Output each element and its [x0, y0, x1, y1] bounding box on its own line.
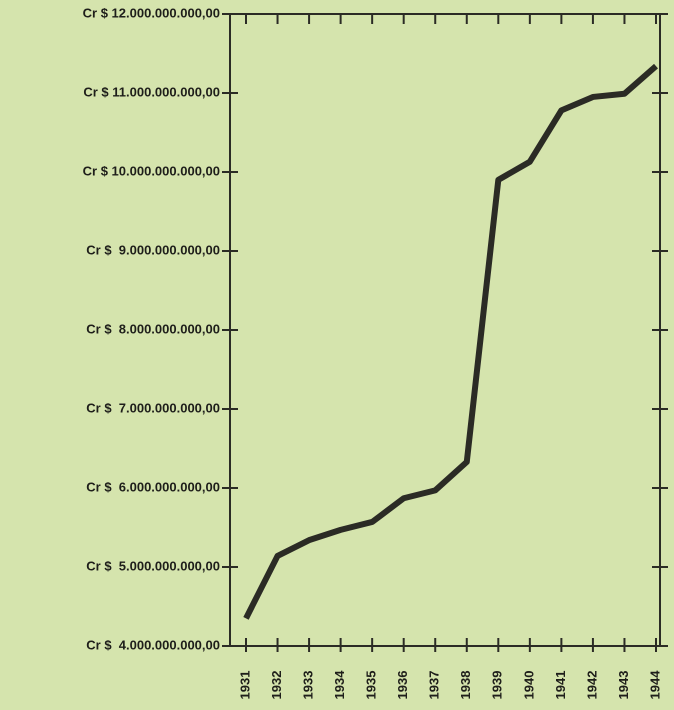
- x-tick-label: 1938: [458, 671, 473, 700]
- y-tick-label: Cr $ 5.000.000.000,00: [86, 558, 220, 573]
- y-tick-label: Cr $ 4.000.000.000,00: [86, 637, 220, 652]
- x-tick-label: 1936: [395, 671, 410, 700]
- x-tick-label: 1940: [521, 671, 536, 700]
- y-tick-label: Cr $ 8.000.000.000,00: [86, 321, 220, 336]
- x-tick-label: 1935: [364, 671, 379, 700]
- x-tick-label: 1933: [301, 671, 316, 700]
- x-tick-label: 1932: [269, 671, 284, 700]
- y-tick-label: Cr $ 6.000.000.000,00: [86, 479, 220, 494]
- x-tick-label: 1942: [584, 671, 599, 700]
- y-tick-label: Cr $ 7.000.000.000,00: [86, 400, 220, 415]
- x-tick-label: 1939: [490, 671, 505, 700]
- y-tick-label: Cr $ 12.000.000.000,00: [83, 5, 220, 20]
- y-tick-label: Cr $ 10.000.000.000,00: [83, 163, 220, 178]
- y-tick-label: Cr $ 11.000.000.000,00: [83, 84, 220, 99]
- x-tick-label: 1934: [332, 670, 347, 700]
- x-tick-label: 1941: [553, 671, 568, 700]
- x-tick-label: 1944: [647, 670, 662, 700]
- x-tick-label: 1943: [616, 671, 631, 700]
- x-tick-label: 1931: [237, 671, 252, 700]
- plot-frame: [229, 13, 661, 647]
- x-tick-label: 1937: [427, 671, 442, 700]
- data-line: [243, 63, 658, 620]
- y-tick-label: Cr $ 9.000.000.000,00: [86, 242, 220, 257]
